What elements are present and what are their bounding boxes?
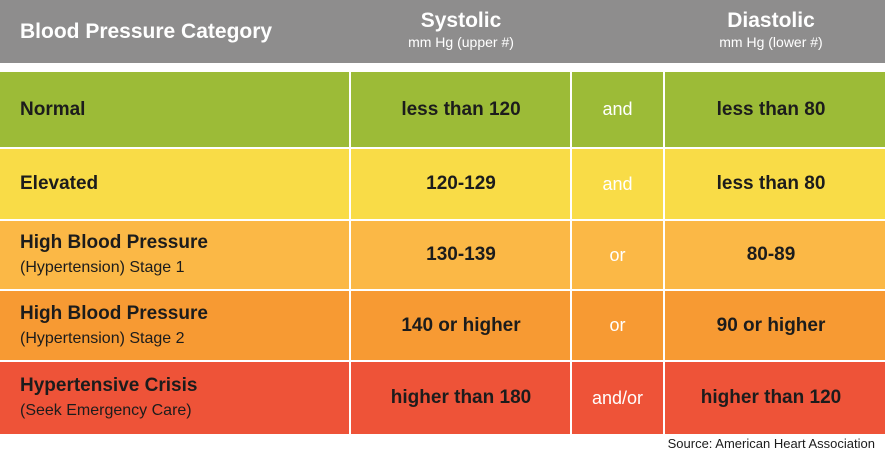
table-row: Elevated 120-129 and less than 80	[0, 149, 885, 219]
row-category-label: Normal	[20, 98, 86, 120]
table-header: Blood Pressure Category Systolic mm Hg (…	[0, 0, 885, 63]
header-category: Blood Pressure Category	[20, 19, 273, 43]
table-row: High Blood Pressure (Hypertension) Stage…	[0, 291, 885, 360]
row-category-label: High Blood Pressure	[20, 302, 208, 324]
row-diastolic-value: less than 80	[716, 173, 826, 194]
row-connector: or	[609, 244, 626, 265]
row-connector: and	[602, 99, 633, 119]
header-diastolic-unit: mm Hg (lower #)	[719, 34, 823, 50]
row-systolic: less than 120	[352, 72, 570, 147]
row-diastolic: 90 or higher	[666, 291, 876, 360]
source-note: Source: American Heart Association	[667, 436, 875, 451]
row-systolic: higher than 180	[352, 362, 570, 434]
row-category: Normal	[0, 72, 349, 147]
row-systolic-value: less than 120	[401, 98, 521, 120]
row-diastolic-value: less than 80	[716, 98, 826, 120]
row-category: Hypertensive Crisis (Seek Emergency Care…	[0, 362, 349, 434]
header-diastolic-title: Diastolic	[727, 9, 815, 32]
row-category-subtitle: (Seek Emergency Care)	[20, 402, 192, 419]
row-systolic: 120-129	[352, 149, 570, 219]
row-category-subtitle: (Hypertension) Stage 1	[20, 259, 185, 276]
header-systolic-unit: mm Hg (upper #)	[408, 34, 514, 50]
row-diastolic-value: 90 or higher	[716, 314, 826, 336]
row-diastolic: less than 80	[666, 149, 876, 219]
row-category-label: Hypertensive Crisis	[20, 375, 198, 396]
table-row: Hypertensive Crisis (Seek Emergency Care…	[0, 362, 885, 434]
row-systolic: 140 or higher	[352, 291, 570, 360]
row-diastolic: less than 80	[666, 72, 876, 147]
row-connector: or	[609, 315, 626, 335]
row-category: Elevated	[0, 149, 349, 219]
row-systolic-value: higher than 180	[390, 387, 532, 408]
row-category-label: High Blood Pressure	[20, 232, 208, 253]
row-diastolic-value: higher than 120	[700, 387, 842, 408]
row-connector: and/or	[591, 387, 644, 408]
header-systolic-title: Systolic	[420, 9, 502, 32]
row-connector: and	[602, 173, 633, 194]
row-category: High Blood Pressure (Hypertension) Stage…	[0, 291, 349, 360]
row-category-subtitle: (Hypertension) Stage 2	[20, 329, 185, 347]
row-diastolic-value: 80-89	[746, 244, 796, 265]
row-diastolic: 80-89	[666, 221, 876, 289]
row-systolic-value: 140 or higher	[401, 314, 521, 336]
table-row: High Blood Pressure (Hypertension) Stage…	[0, 221, 885, 289]
row-systolic-value: 130-139	[426, 244, 496, 265]
header-diastolic: Diastolic mm Hg (lower #)	[666, 9, 876, 51]
row-diastolic: higher than 120	[666, 362, 876, 434]
header-systolic: Systolic mm Hg (upper #)	[352, 9, 570, 51]
table-row: Normal less than 120 and less than 80	[0, 72, 885, 147]
row-systolic-value: 120-129	[426, 173, 496, 194]
row-category: High Blood Pressure (Hypertension) Stage…	[0, 221, 349, 289]
row-category-label: Elevated	[20, 173, 99, 194]
row-systolic: 130-139	[352, 221, 570, 289]
